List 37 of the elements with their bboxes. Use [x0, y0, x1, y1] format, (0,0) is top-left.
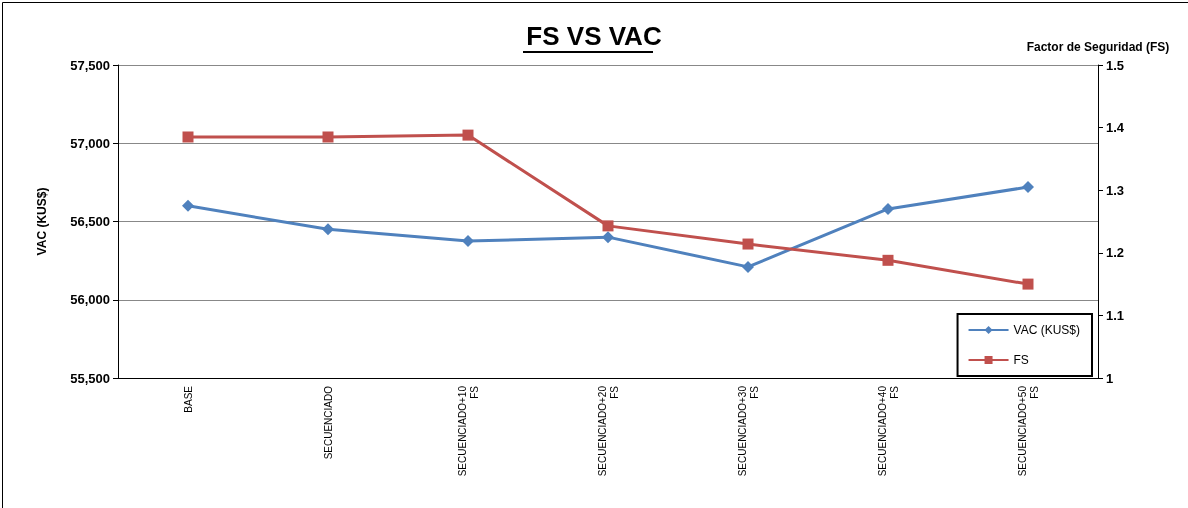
point	[1022, 181, 1034, 194]
point	[462, 235, 474, 248]
x-tick-label: SECUENCIADO+40 FS	[876, 385, 900, 477]
legend-label: VAC (KUS$)	[1013, 323, 1081, 337]
y2-axis-title: Factor de Seguridad (FS)	[1026, 40, 1170, 54]
point	[882, 202, 894, 215]
y-tick-label: 56,000	[70, 292, 110, 308]
point	[182, 199, 194, 212]
point	[602, 220, 614, 232]
y-tick-label: 55,500	[70, 370, 110, 386]
point	[322, 131, 334, 143]
y2-tick-label: 1	[1106, 370, 1114, 386]
y2-tick-label: 1.4	[1106, 120, 1125, 136]
x-tick-label: SECUENCIADO+30 FS	[736, 385, 760, 477]
x-tick-label: SECUENCIADO+10 FS	[456, 385, 480, 477]
point	[602, 231, 614, 244]
x-tick-label: SECUENCIADO+20 FS	[596, 385, 620, 477]
point	[742, 260, 754, 273]
y-axis-title: VAC (KUS$)	[35, 187, 49, 256]
y-tick-label: 56,500	[70, 214, 110, 229]
x-tick-label: SECUENCIADO+50 FS	[1016, 385, 1040, 477]
point	[1022, 278, 1034, 290]
y2-tick-label: 1.5	[1106, 57, 1125, 73]
x-tick-label: SECUENCIADO	[322, 385, 334, 460]
chart-title: FS VS VAC	[526, 21, 662, 51]
x-tick-label: BASE	[182, 385, 194, 413]
y-tick-label: 57,500	[70, 57, 110, 73]
y-tick-label: 57,000	[70, 135, 110, 151]
y2-tick-label: 1.1	[1106, 307, 1125, 323]
y2-tick-label: 1.3	[1106, 182, 1125, 198]
y2-tick-label: 1.2	[1106, 245, 1125, 261]
point	[182, 131, 194, 143]
legend-label: FS	[1013, 353, 1029, 367]
point	[462, 129, 474, 141]
point	[322, 223, 334, 236]
point	[742, 238, 754, 250]
point	[882, 254, 894, 266]
